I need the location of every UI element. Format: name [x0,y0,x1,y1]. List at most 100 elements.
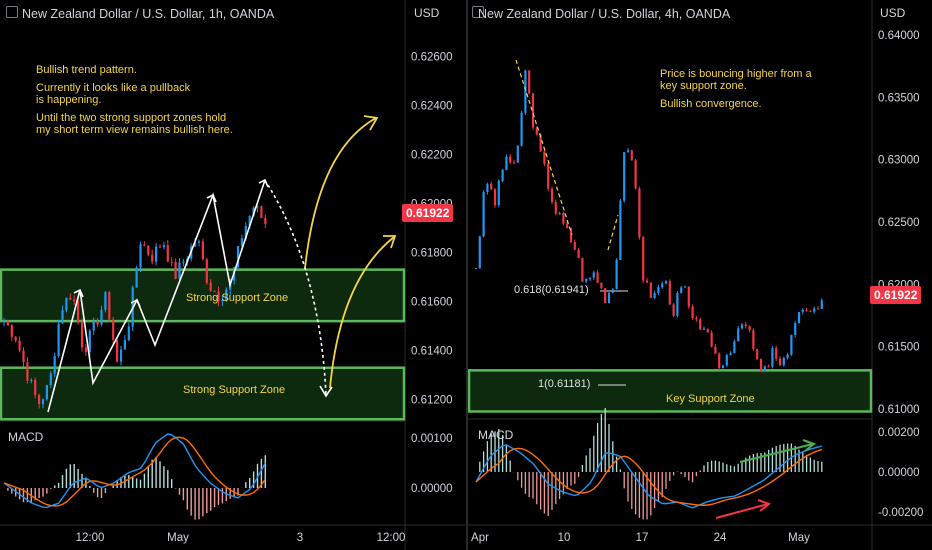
candle [194,242,197,247]
note-line: Until the two strong support zones hold [36,112,227,124]
candle [162,245,165,247]
signal-line [475,447,823,506]
note-line: my short term view remains bullish here. [36,124,233,136]
candle [528,70,531,94]
candle [699,319,702,330]
candle [604,288,607,303]
chart-panel-1h[interactable]: 0.626000.624000.622000.620000.618000.616… [0,0,466,550]
candle [182,261,185,263]
candle [737,328,740,342]
candle [178,262,181,279]
candle [236,245,240,268]
candle [482,192,485,237]
note-line: Bullish convergence. [660,98,762,110]
candle [240,238,243,246]
fib-swing-dashed [515,59,573,236]
zigzag-arrowhead [73,288,84,298]
macd-tick-label: 0.00000 [878,467,920,479]
candle [2,321,6,323]
candle [166,245,169,262]
candle [615,259,618,290]
candle [41,399,45,405]
collapse-icon[interactable] [6,6,18,18]
arc-arrowhead [383,235,397,249]
candle [691,306,694,319]
candle [69,297,72,300]
price-tick-label: 0.61200 [411,395,453,407]
time-tick-label: Apr [471,532,489,544]
candle [573,242,576,250]
candle [84,347,87,353]
panel-divider[interactable] [466,0,468,550]
candle [217,291,220,302]
time-tick-label: 3 [297,532,303,544]
candle [661,283,664,288]
candle [619,200,622,260]
candle [112,319,115,340]
candle [558,213,561,215]
candle [794,323,797,335]
signal-line [3,436,266,507]
candle [759,358,763,372]
candle [752,330,755,350]
candle [88,330,91,353]
support-zone-upper [0,268,406,323]
candle [26,362,29,381]
candle [244,226,247,239]
chart-4h-canvas[interactable]: 0.640000.635000.630000.625000.620000.615… [468,0,932,550]
candle [512,162,516,164]
candle [756,349,759,359]
candle [139,244,142,268]
candle [630,150,633,161]
trend-zigzag-line [47,179,266,413]
candle [611,289,614,293]
note-line: Bullish trend pattern. [36,64,137,76]
candle [53,355,56,374]
candle [158,246,162,248]
candle [683,286,687,288]
fib-1-label: 1(0.61181) [538,378,591,390]
candle [104,292,107,310]
fib-618-label: 0.618(0.61941) [514,284,589,296]
candle [820,300,823,309]
candle [77,301,80,323]
candle [672,304,675,316]
annotation-note-4h: Price is bouncing higher from a key supp… [660,68,812,110]
candle [151,254,154,262]
candle [535,127,538,135]
macd-line [3,433,266,509]
chart-title-1h: New Zealand Dollar / U.S. Dollar, 1h, OA… [22,7,275,21]
candle [805,309,808,311]
candle [209,282,212,291]
candle [493,189,497,206]
candle [744,324,747,327]
collapse-icon[interactable] [472,6,484,18]
time-tick-label: 10 [558,532,571,544]
candle [547,163,550,189]
convergence-arrowhead [757,499,772,512]
candle [790,334,793,355]
price-tick-label: 0.61500 [878,342,920,354]
chart-panel-4h[interactable]: 0.640000.635000.630000.625000.620000.615… [468,0,932,550]
note-line: is happening. [36,94,102,106]
candle [260,206,263,218]
candle [569,228,573,243]
candle [801,309,804,313]
candle [108,292,111,320]
current-price-badge: 0.61922 [870,286,922,304]
candle [18,340,21,351]
candle [771,348,774,367]
candle [778,358,782,366]
candle [649,282,652,298]
annotation-note-1h: Bullish trend pattern. Currently it look… [36,64,233,136]
candle [813,308,816,312]
candle [73,299,76,302]
candle [14,336,17,341]
chart-1h-canvas[interactable]: 0.626000.624000.622000.620000.618000.616… [0,0,466,550]
candle [264,217,267,224]
candle [135,267,138,288]
candle [65,297,68,311]
candle [676,293,679,316]
key-support-zone [468,369,873,413]
candle [30,379,33,381]
